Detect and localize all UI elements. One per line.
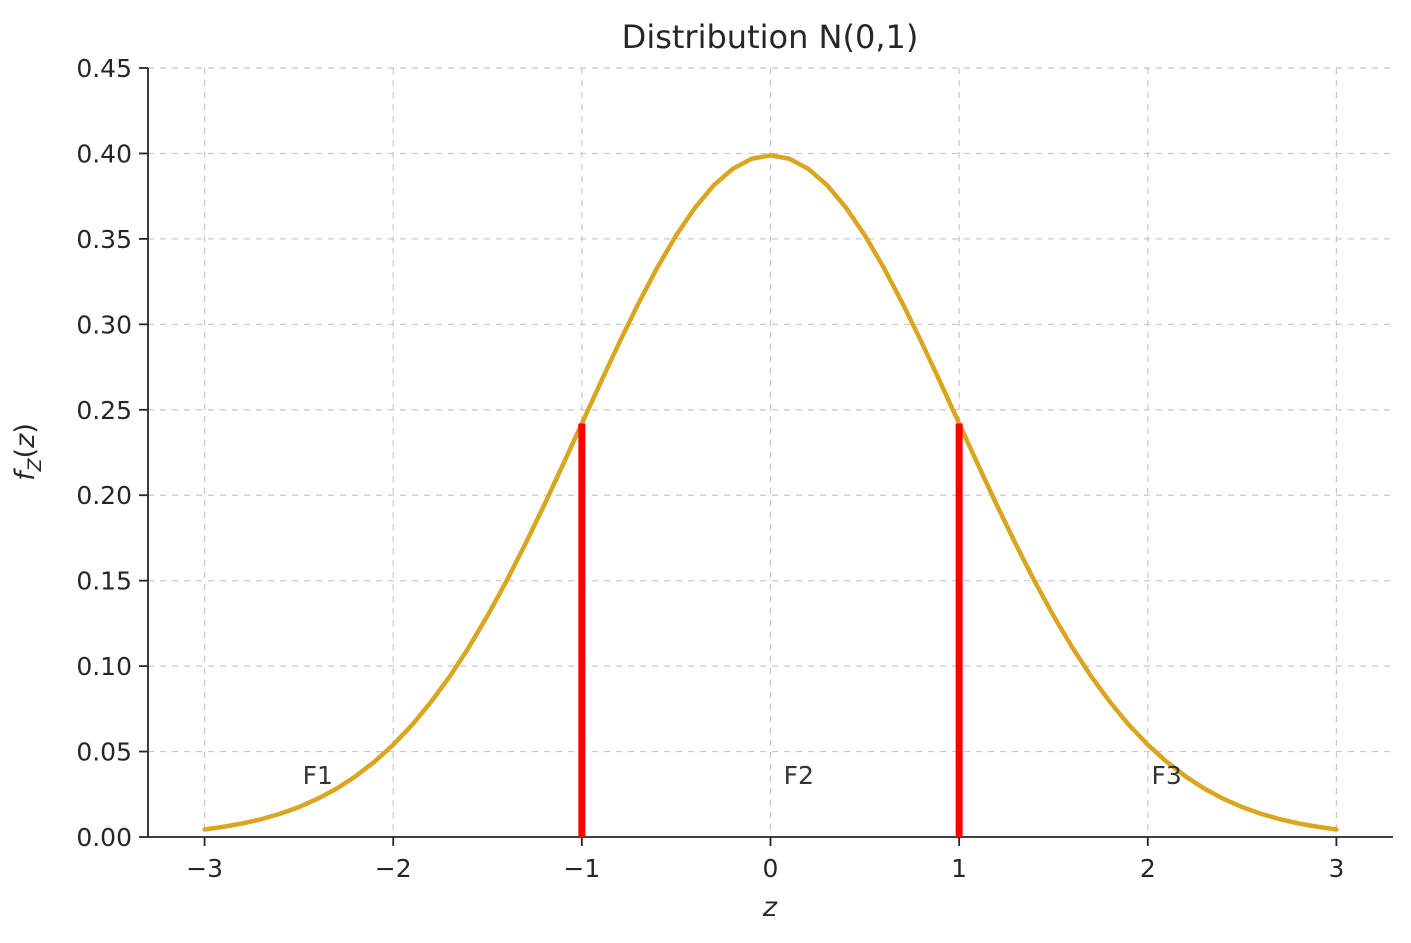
x-tick-label: −2 bbox=[375, 854, 412, 883]
y-axis-label: fZ(z) bbox=[10, 423, 46, 481]
chart-title: Distribution N(0,1) bbox=[622, 18, 919, 56]
y-tick-label: 0.35 bbox=[76, 225, 132, 254]
y-tick-label: 0.15 bbox=[76, 567, 132, 596]
y-tick-label: 0.10 bbox=[76, 652, 132, 681]
x-tick-label: 1 bbox=[951, 854, 967, 883]
normal-curve bbox=[202, 153, 1339, 832]
y-tick-label: 0.00 bbox=[76, 823, 132, 852]
x-axis-label: z bbox=[762, 892, 778, 923]
x-tick-label: 2 bbox=[1140, 854, 1156, 883]
data-layer bbox=[202, 153, 1339, 837]
x-tick-label: −1 bbox=[563, 854, 600, 883]
y-tick-label: 0.40 bbox=[76, 139, 132, 168]
annotation-F2: F2 bbox=[784, 761, 814, 790]
annotation-layer: F1 F2 F3 bbox=[303, 761, 1182, 790]
annotation-F3: F3 bbox=[1151, 761, 1181, 790]
axes-layer: −3 −2 −1 0 1 2 3 0.00 0.05 0.10 0.15 0.20 0.25 0.30 0.… bbox=[76, 54, 1393, 883]
grid-layer bbox=[148, 67, 1393, 838]
y-tick-label: 0.45 bbox=[76, 54, 132, 83]
annotation-F1: F1 bbox=[303, 761, 333, 790]
x-tick-label: −3 bbox=[186, 854, 223, 883]
y-tick-label: 0.20 bbox=[76, 481, 132, 510]
y-tick-label: 0.30 bbox=[76, 310, 132, 339]
x-tick-label: 3 bbox=[1328, 854, 1344, 883]
x-tick-label: 0 bbox=[763, 854, 779, 883]
y-tick-label: 0.25 bbox=[76, 396, 132, 425]
y-tick-label: 0.05 bbox=[76, 738, 132, 767]
